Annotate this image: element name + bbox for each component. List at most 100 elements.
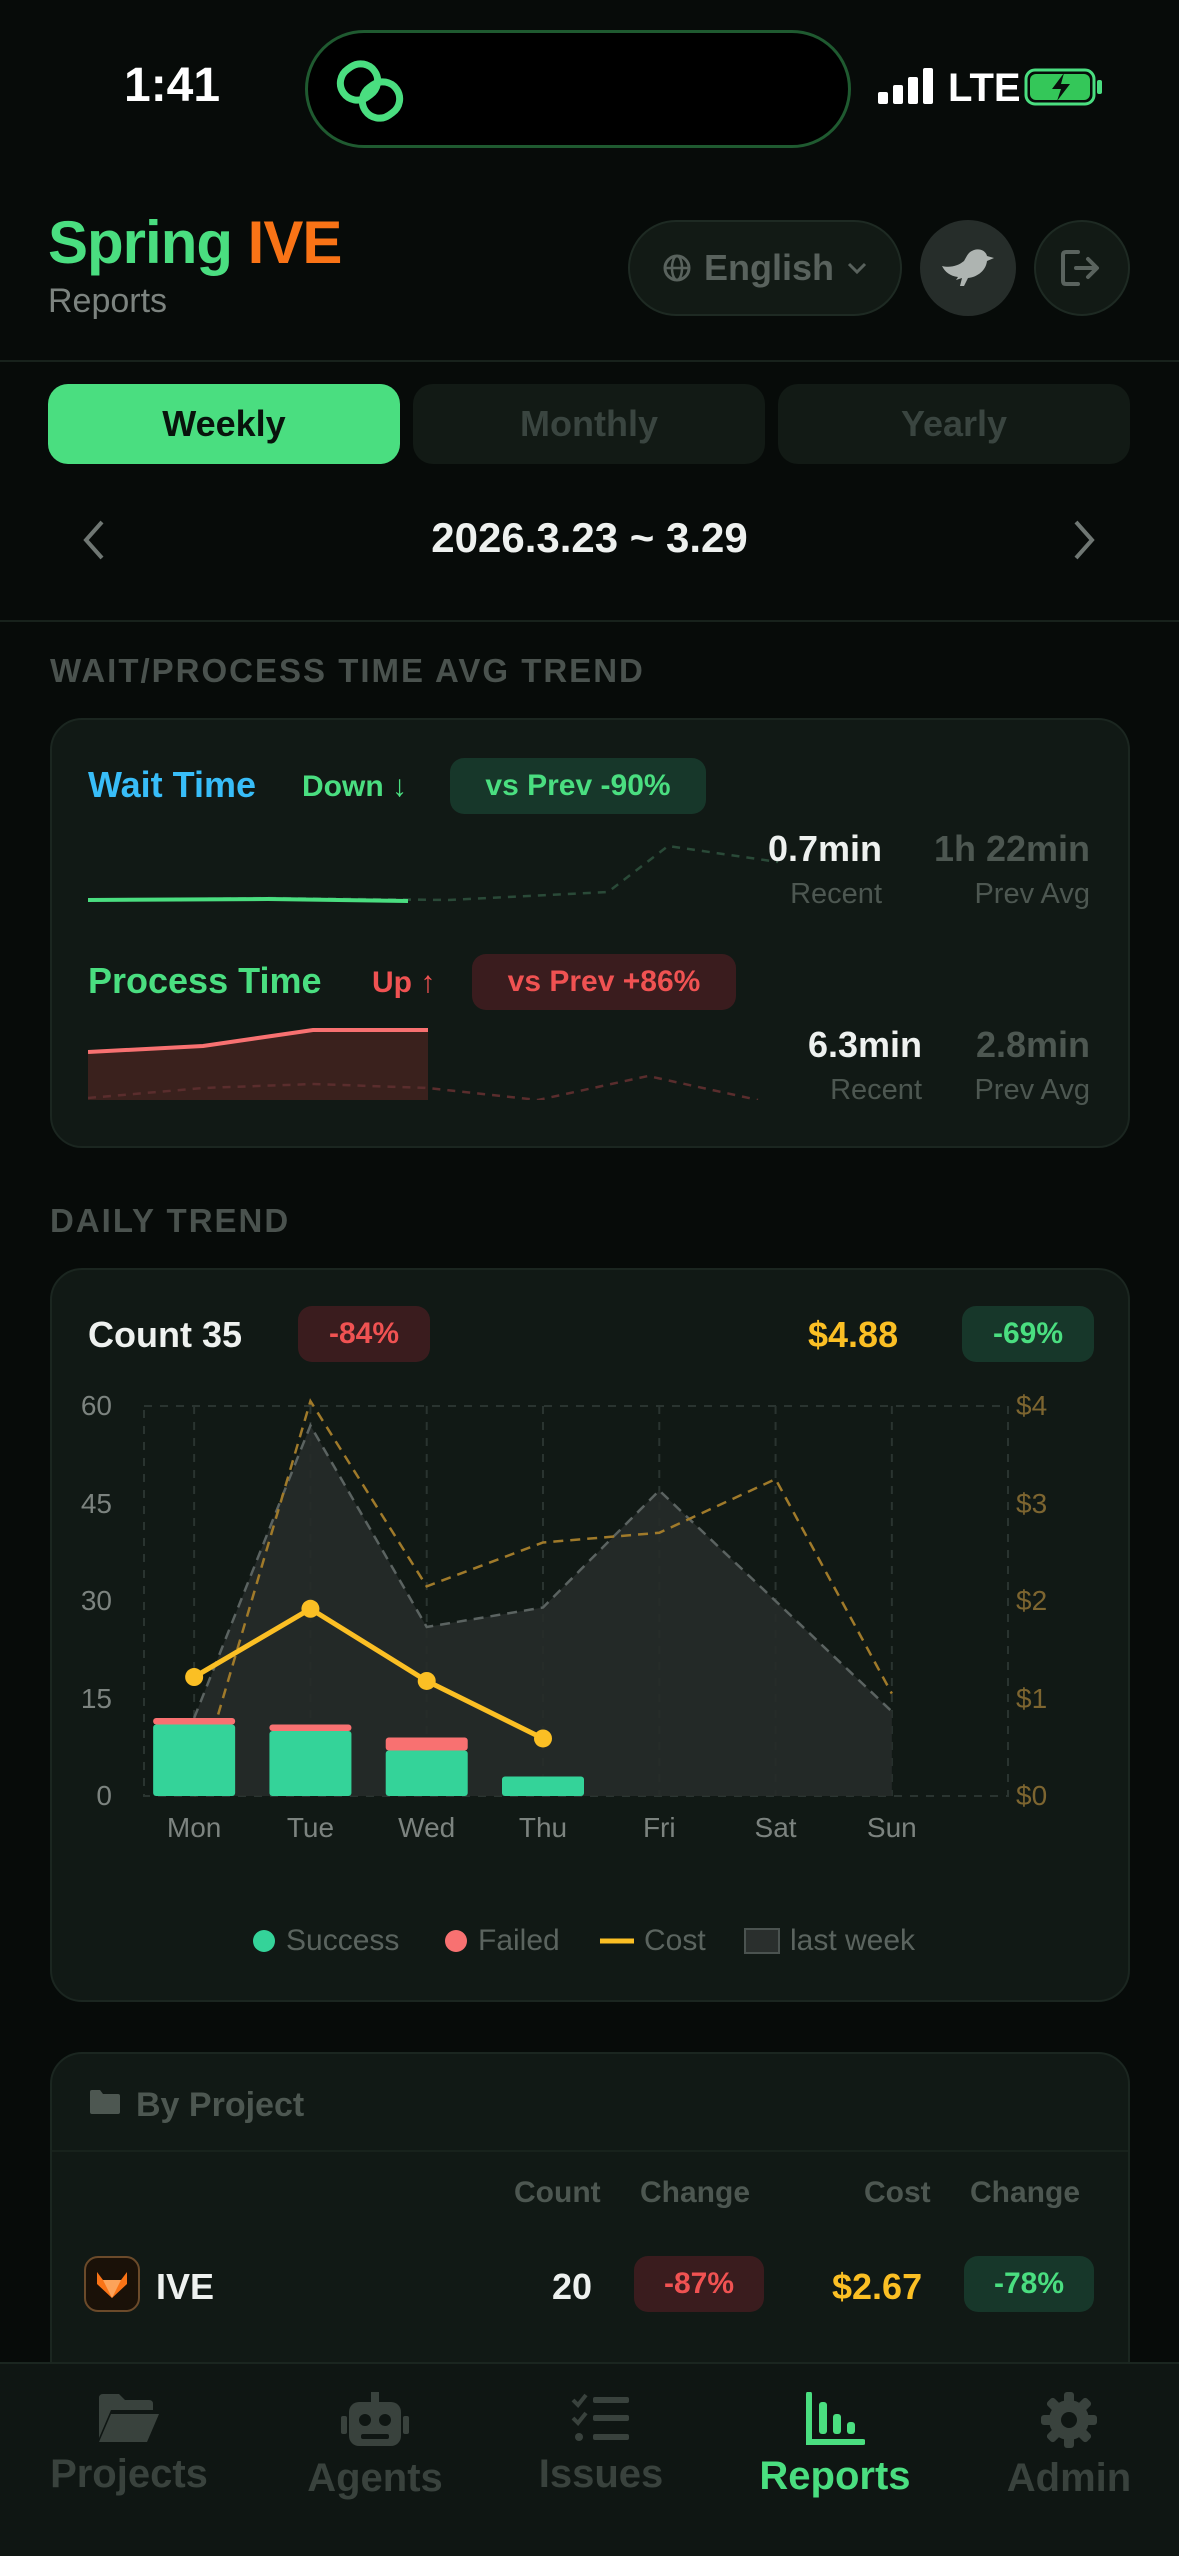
- status-bar: 1:41 LTE: [0, 0, 1179, 180]
- wait-process-card: Wait Time Down ↓ vs Prev -90% 0.7min Rec…: [50, 718, 1130, 1148]
- signal-icon: [878, 68, 933, 104]
- process-trend: Up ↑: [372, 966, 436, 999]
- y-tick-left: 45: [80, 1487, 112, 1519]
- count-change-badge: -84%: [298, 1306, 430, 1362]
- y-tick-right: $4: [1016, 1390, 1048, 1421]
- process-prev-value: 2.8min: [975, 1024, 1090, 1065]
- dynamic-island: [305, 30, 851, 148]
- bird-button[interactable]: [920, 220, 1016, 316]
- logout-icon: [1061, 250, 1099, 286]
- nav-admin-label: Admin: [1006, 2456, 1132, 2500]
- wait-recent-caption: Recent: [790, 878, 882, 910]
- nav-reports-label: Reports: [759, 2454, 911, 2498]
- failed-dot-icon: [445, 1930, 467, 1952]
- header-count: Count: [514, 2176, 601, 2209]
- wait-recent-value: 0.7min: [767, 828, 882, 869]
- chevron-down-icon: [847, 262, 867, 275]
- y-tick-left: 0: [96, 1780, 112, 1811]
- nav-agents-label: Agents: [307, 2456, 443, 2500]
- x-tick-label: Sat: [754, 1812, 797, 1843]
- legend-cost: Cost: [600, 1924, 706, 1958]
- legend-last-week-label: last week: [790, 1924, 916, 1957]
- process-vs-prev-badge: vs Prev +86%: [472, 954, 736, 1010]
- x-tick-label: Wed: [398, 1812, 456, 1843]
- header-cost-change: Change: [970, 2176, 1081, 2209]
- y-tick-left: 15: [80, 1682, 112, 1714]
- success-dot-icon: [253, 1930, 275, 1952]
- cost-point: [417, 1671, 436, 1690]
- cost-point: [301, 1599, 320, 1618]
- network-type: LTE: [948, 66, 1021, 110]
- folder-icon: [90, 2090, 120, 2114]
- process-recent-value: 6.3min: [807, 1024, 922, 1065]
- by-project-title: By Project: [136, 2086, 305, 2124]
- legend-failed: Failed: [444, 1924, 560, 1958]
- nav-admin[interactable]: Admin: [954, 2364, 1179, 2556]
- tab-monthly[interactable]: Monthly: [413, 384, 765, 464]
- x-tick-label: Thu: [518, 1812, 568, 1843]
- last-week-cost-line: [192, 1398, 893, 1797]
- cost-point: [534, 1729, 552, 1748]
- folder-open-icon: [99, 2394, 159, 2442]
- x-tick-label: Fri: [642, 1812, 676, 1843]
- nav-issues-label: Issues: [538, 2452, 664, 2496]
- nav-issues[interactable]: Issues: [486, 2364, 716, 2556]
- tab-weekly[interactable]: Weekly: [48, 384, 400, 464]
- last-week-area: [194, 1425, 892, 1796]
- header-cost: Cost: [864, 2176, 931, 2209]
- robot-icon: [341, 2392, 409, 2446]
- chevron-left-icon[interactable]: [76, 516, 112, 564]
- daily-trend-card: Count 35 -84% $4.88 -69% Success Failed …: [50, 1268, 1130, 2002]
- wait-trend: Down ↓: [302, 770, 407, 803]
- bar-failed: [153, 1718, 236, 1725]
- project-cost: $2.67: [832, 2266, 923, 2307]
- gear-icon: [1041, 2392, 1097, 2448]
- by-project-card: By Project Count Change Cost Change IVE …: [50, 2052, 1130, 2412]
- y-tick-left: 60: [80, 1390, 112, 1421]
- cost-change-badge: -69%: [962, 1306, 1094, 1362]
- cost-point: [185, 1668, 204, 1687]
- checklist-icon: [571, 2393, 629, 2441]
- count-total: Count 35: [88, 1314, 243, 1355]
- y-tick-right: $0: [1016, 1780, 1048, 1811]
- link-icon: [336, 60, 404, 122]
- project-divider: [52, 2150, 1128, 2152]
- bar-success: [502, 1776, 584, 1796]
- date-divider: [0, 620, 1179, 622]
- logout-button[interactable]: [1034, 220, 1130, 316]
- brand-first: Spring: [48, 209, 233, 276]
- y-tick-left: 30: [80, 1585, 112, 1616]
- nav-projects-label: Projects: [50, 2452, 208, 2496]
- bar-chart-icon: [806, 2392, 865, 2445]
- y-tick-right: $3: [1016, 1487, 1048, 1519]
- cost-line-icon: [600, 1938, 634, 1944]
- x-tick-label: Mon: [166, 1812, 222, 1843]
- gitlab-fox-icon: [97, 2272, 127, 2298]
- nav-reports[interactable]: Reports: [720, 2364, 950, 2556]
- daily-section-title: DAILY TREND: [50, 1202, 291, 1239]
- wait-section-title: WAIT/PROCESS TIME AVG TREND: [50, 652, 645, 689]
- project-count-change: -87%: [634, 2256, 764, 2312]
- bottom-nav: Projects Agents Issues: [0, 2362, 1179, 2556]
- y-tick-right: $1: [1016, 1682, 1048, 1714]
- bar-success: [153, 1724, 236, 1796]
- nav-projects[interactable]: Projects: [14, 2364, 244, 2556]
- y-tick-right: $2: [1016, 1585, 1048, 1616]
- wait-prev-value: 1h 22min: [933, 828, 1090, 869]
- project-cost-change: -78%: [964, 2256, 1094, 2312]
- project-avatar: [84, 2256, 140, 2312]
- tab-yearly[interactable]: Yearly: [778, 384, 1130, 464]
- process-time-label: Process Time: [88, 960, 322, 1001]
- language-selector[interactable]: English: [628, 220, 902, 316]
- legend-last-week: last week: [744, 1924, 915, 1958]
- process-recent-caption: Recent: [830, 1074, 922, 1106]
- process-prev-caption: Prev Avg: [974, 1074, 1090, 1106]
- nav-agents[interactable]: Agents: [260, 2364, 490, 2556]
- last-week-box-icon: [744, 1928, 780, 1954]
- chevron-right-icon[interactable]: [1066, 516, 1102, 564]
- wait-prev-caption: Prev Avg: [974, 878, 1090, 910]
- bar-failed: [385, 1737, 468, 1751]
- table-row[interactable]: IVE 20 -87% $2.67 -78%: [52, 2234, 1128, 2334]
- status-time: 1:41: [124, 59, 221, 112]
- wait-time-label: Wait Time: [88, 764, 257, 805]
